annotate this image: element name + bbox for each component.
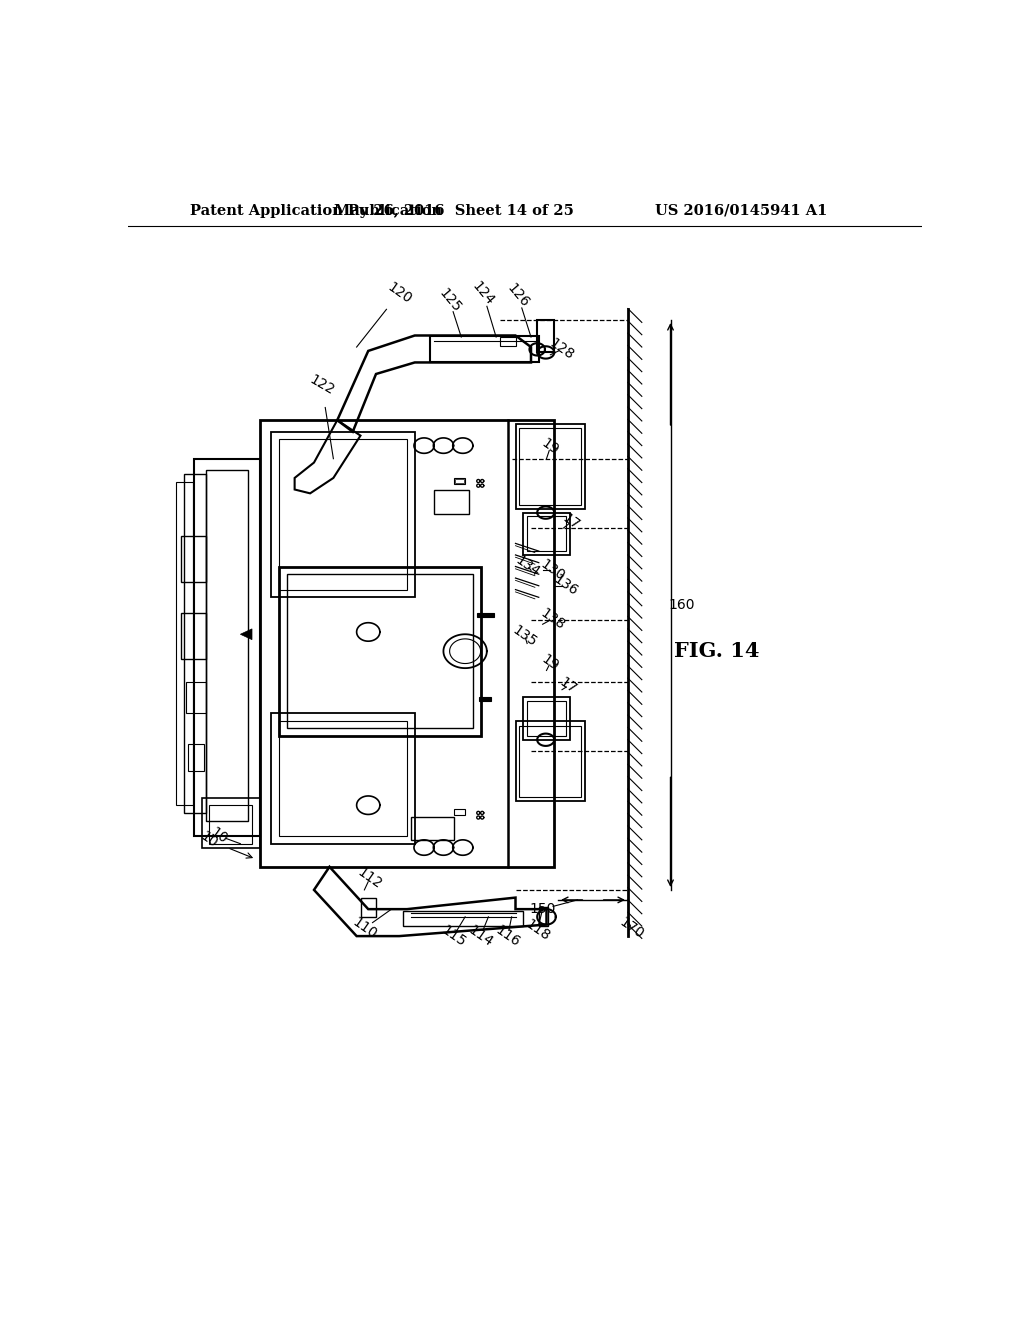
Bar bbox=[260, 420, 554, 867]
Bar bbox=[519, 428, 582, 506]
Bar bbox=[209, 805, 252, 843]
Text: 110: 110 bbox=[349, 915, 379, 941]
Text: 19: 19 bbox=[539, 652, 561, 673]
Text: 125: 125 bbox=[436, 286, 464, 315]
Bar bbox=[186, 682, 206, 713]
Bar bbox=[455, 479, 464, 483]
Text: 114: 114 bbox=[466, 923, 496, 949]
Bar bbox=[183, 474, 206, 813]
Bar bbox=[454, 478, 465, 484]
Bar bbox=[194, 459, 260, 836]
Bar bbox=[176, 482, 194, 805]
Text: 10: 10 bbox=[208, 825, 230, 847]
Bar bbox=[454, 809, 465, 816]
Bar bbox=[411, 817, 454, 840]
Bar bbox=[477, 612, 494, 618]
Text: 136: 136 bbox=[550, 573, 580, 599]
Text: 160: 160 bbox=[669, 598, 695, 612]
Bar bbox=[500, 337, 515, 346]
Bar bbox=[430, 335, 539, 363]
Bar bbox=[523, 697, 569, 739]
Bar bbox=[180, 536, 206, 582]
Bar bbox=[287, 574, 473, 729]
Bar bbox=[515, 424, 586, 508]
Bar bbox=[515, 721, 586, 801]
Text: 17: 17 bbox=[560, 511, 583, 533]
Bar bbox=[188, 743, 204, 771]
Text: 112: 112 bbox=[355, 865, 385, 892]
Bar bbox=[280, 566, 480, 737]
Text: 128: 128 bbox=[547, 337, 577, 363]
Text: May 26, 2016  Sheet 14 of 25: May 26, 2016 Sheet 14 of 25 bbox=[334, 203, 573, 218]
Text: 126: 126 bbox=[504, 281, 531, 310]
Bar bbox=[403, 911, 523, 927]
Bar bbox=[180, 612, 206, 659]
Bar bbox=[202, 797, 260, 847]
Text: Patent Application Publication: Patent Application Publication bbox=[190, 203, 442, 218]
Text: 135: 135 bbox=[510, 623, 540, 649]
Text: 122: 122 bbox=[307, 372, 337, 399]
Bar bbox=[280, 440, 407, 590]
Text: 19: 19 bbox=[539, 437, 561, 458]
Bar bbox=[527, 516, 566, 552]
Text: US 2016/0145941 A1: US 2016/0145941 A1 bbox=[655, 203, 827, 218]
Text: 17: 17 bbox=[557, 675, 580, 697]
Polygon shape bbox=[241, 628, 252, 640]
Text: 170: 170 bbox=[616, 915, 646, 941]
Bar bbox=[271, 432, 415, 597]
Bar bbox=[434, 490, 469, 513]
Bar bbox=[527, 701, 566, 737]
Text: 138: 138 bbox=[538, 606, 567, 632]
Text: 115: 115 bbox=[438, 923, 468, 949]
Bar bbox=[539, 907, 548, 927]
Text: 120: 120 bbox=[384, 280, 414, 306]
Text: 118: 118 bbox=[522, 917, 552, 944]
Bar bbox=[271, 713, 415, 843]
Text: 134: 134 bbox=[513, 553, 543, 579]
Bar bbox=[523, 512, 569, 554]
Bar bbox=[519, 726, 582, 797]
Bar bbox=[206, 470, 248, 821]
Bar bbox=[479, 697, 492, 701]
Text: 130: 130 bbox=[538, 557, 567, 583]
Text: 150: 150 bbox=[529, 902, 556, 916]
Text: 124: 124 bbox=[469, 279, 497, 308]
Text: 116: 116 bbox=[493, 923, 522, 949]
Bar bbox=[538, 321, 554, 352]
Text: 10: 10 bbox=[198, 829, 220, 850]
Bar bbox=[360, 898, 376, 917]
Text: FIG. 14: FIG. 14 bbox=[674, 642, 760, 661]
Bar bbox=[280, 721, 407, 836]
